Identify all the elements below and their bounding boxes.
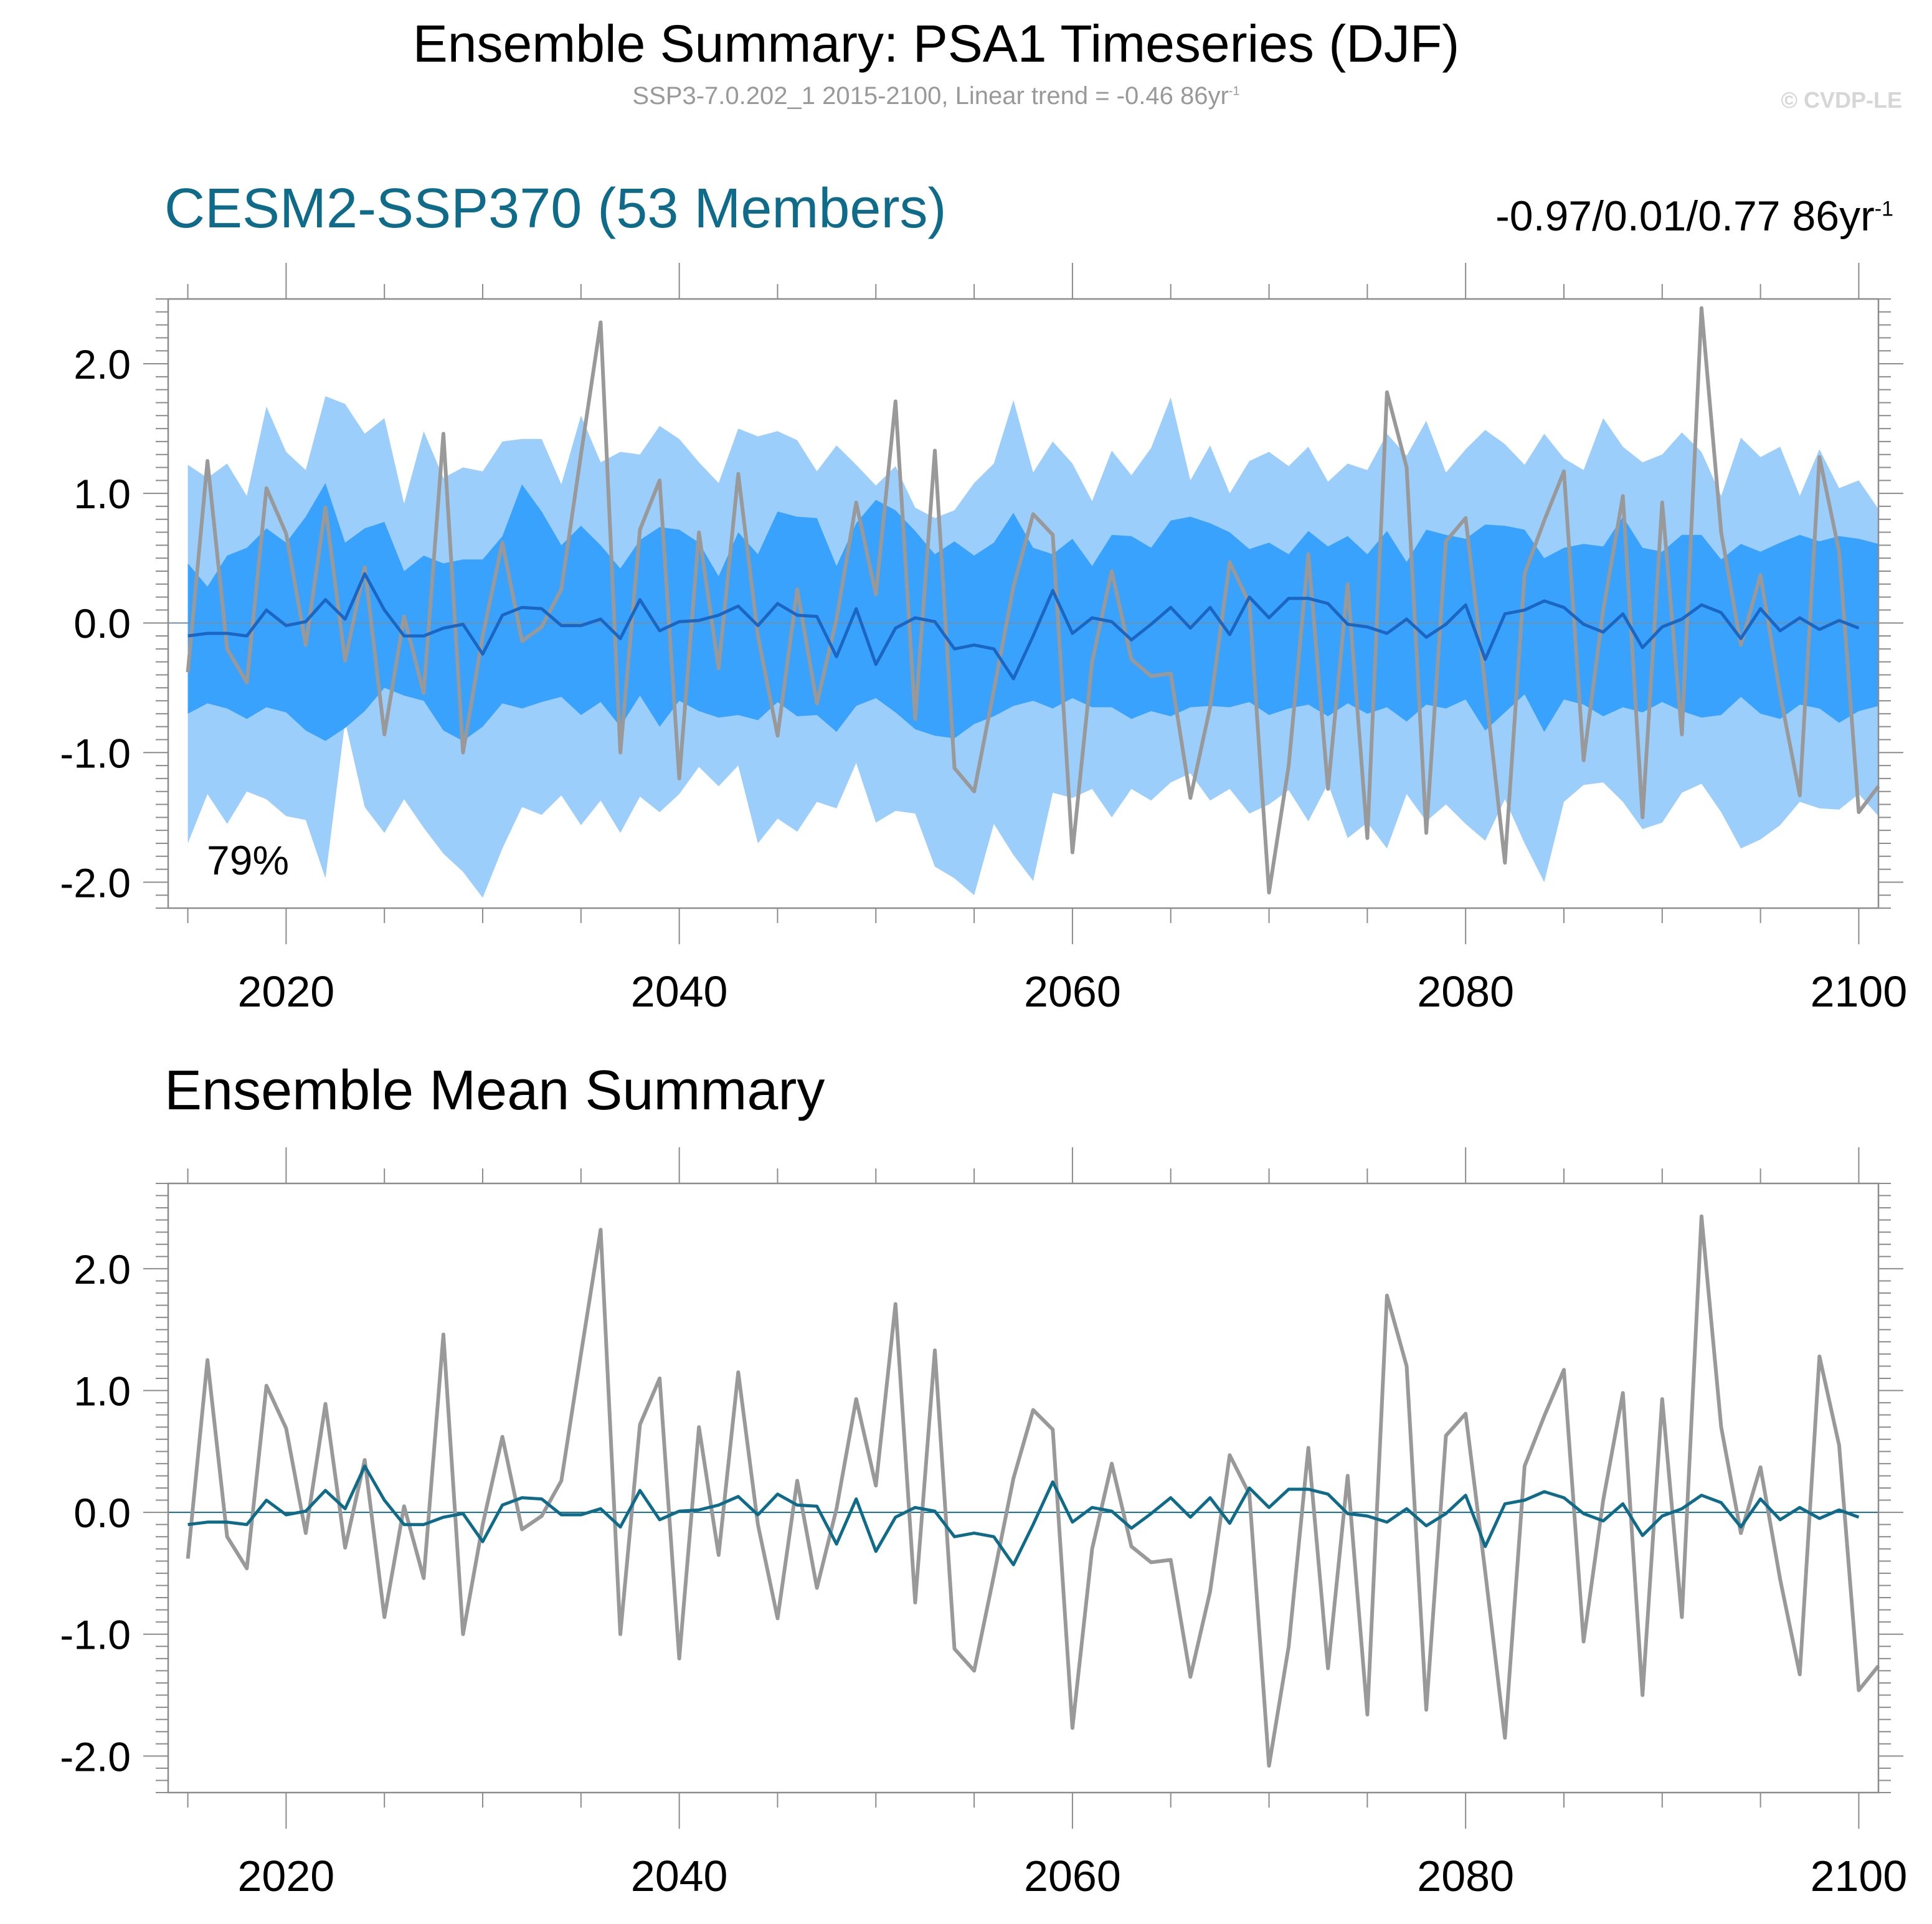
- ensemble-mean-line: [187, 572, 1860, 681]
- figure-subtitle: SSP3-7.0.202_1 2015-2100, Linear trend =…: [0, 82, 1872, 110]
- credit-watermark: © CVDP-LE: [1781, 87, 1902, 113]
- trend-stats-superscript: -1: [1874, 197, 1893, 221]
- x-tick-label: 2100: [1811, 1852, 1908, 1900]
- x-tick-label: 2080: [1417, 1852, 1514, 1900]
- panel-2-title: Ensemble Mean Summary: [164, 1059, 825, 1122]
- subtitle-superscript: -1: [1228, 84, 1240, 98]
- x-tick-label: 2100: [1811, 967, 1908, 1016]
- panel-1-ensemble-spread: 2020 2040 2060 2080 2100 -2.0 -1.0 0.0 1.0 2.0 79%: [60, 263, 1907, 1016]
- percent-annotation: 79%: [207, 837, 289, 883]
- x-tick-label: 2020: [238, 967, 335, 1016]
- y-tick-label: 1.0: [73, 1368, 131, 1415]
- y-tick-label: -1.0: [60, 1612, 131, 1658]
- plot-area: [168, 1183, 1878, 1793]
- y-tick-label: -2.0: [60, 1733, 131, 1779]
- figure-title: Ensemble Summary: PSA1 Timeseries (DJF): [412, 14, 1460, 73]
- y-tick-label: -1.0: [60, 730, 131, 776]
- x-tick-label: 2060: [1024, 1852, 1121, 1900]
- plot-frame: [167, 298, 1880, 909]
- y-tick-label: 0.0: [73, 600, 131, 647]
- y-tick-label: -2.0: [60, 860, 131, 906]
- x-tick-label: 2020: [238, 1852, 335, 1900]
- 10-90-percentile-band: [187, 483, 1878, 741]
- observed-series-line: [186, 306, 1880, 894]
- x-tick-label: 2040: [631, 1852, 728, 1900]
- y-tick-label: 2.0: [73, 341, 131, 387]
- observed-series-line: [186, 1214, 1880, 1768]
- panel-1-trend-stats: -0.97/0.01/0.77 86yr-1: [1495, 192, 1893, 240]
- y-tick-label: 2.0: [73, 1246, 131, 1292]
- x-tick-label: 2040: [631, 967, 728, 1016]
- x-tick-label: 2080: [1417, 967, 1514, 1016]
- x-tick-label: 2060: [1024, 967, 1121, 1016]
- subtitle-text: SSP3-7.0.202_1 2015-2100, Linear trend =…: [632, 82, 1229, 110]
- y-tick-label: 1.0: [73, 471, 131, 517]
- panel-2-ensemble-mean: 2020 2040 2060 2080 2100 -2.0 -1.0 0.0 1.0 2.0: [60, 1147, 1907, 1900]
- panel-1-title: CESM2-SSP370 (53 Members): [164, 178, 947, 240]
- y-tick-label: 0.0: [73, 1490, 131, 1536]
- ensemble-mean-line: [187, 1464, 1860, 1566]
- trend-stats-text: -0.97/0.01/0.77 86yr: [1495, 192, 1875, 240]
